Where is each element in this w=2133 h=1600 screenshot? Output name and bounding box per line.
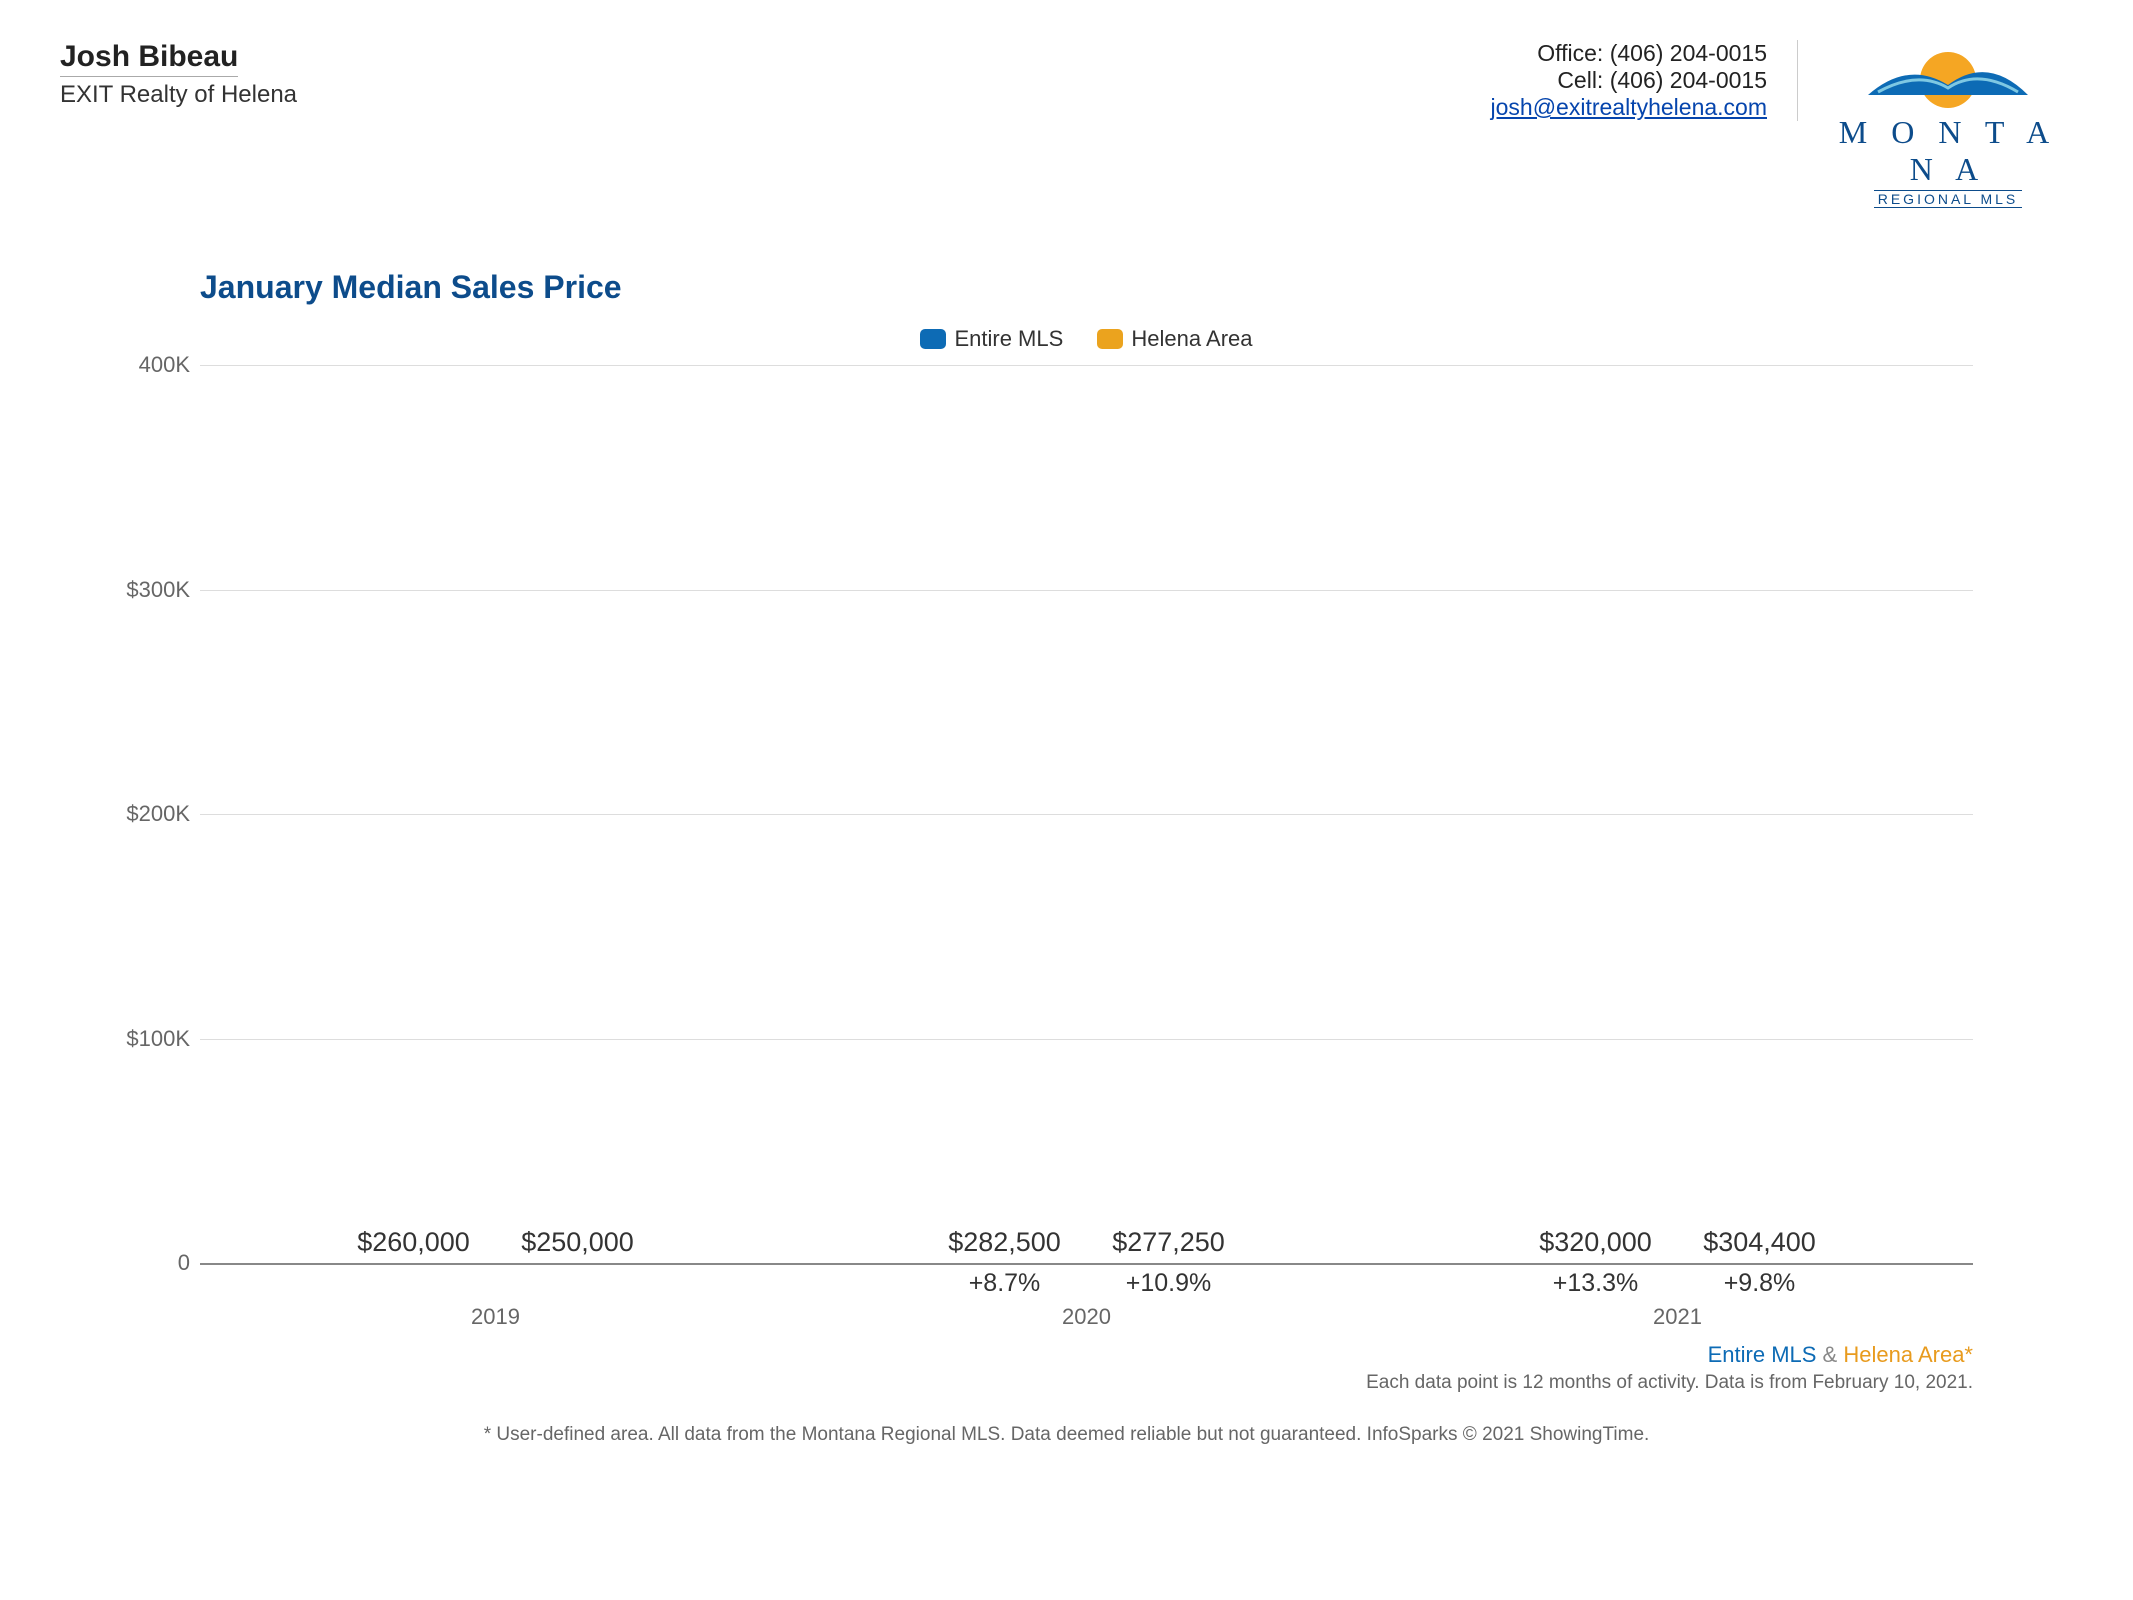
x-axis-labels: 201920202021 [200, 1304, 1973, 1330]
y-axis-label: $100K [110, 1026, 190, 1052]
x-axis-label: 2019 [200, 1304, 791, 1330]
legend-item: Helena Area [1097, 326, 1252, 352]
logo: M O N T A N A REGIONAL MLS [1823, 40, 2073, 209]
x-axis-label: 2020 [791, 1304, 1382, 1330]
pct-change-label: +9.8% [1685, 1269, 1835, 1298]
logo-text: M O N T A N A [1823, 114, 2073, 188]
gridline [200, 365, 1973, 366]
cell-phone: Cell: (406) 204-0015 [1491, 67, 1767, 94]
pct-group [200, 1269, 791, 1298]
bar-value-label: $277,250 [1112, 1227, 1225, 1258]
pct-group: +8.7% +10.9% [791, 1269, 1382, 1298]
agent-block: Josh Bibeau EXIT Realty of Helena [60, 40, 297, 109]
chart-title: January Median Sales Price [200, 269, 1973, 306]
gridline [200, 1039, 1973, 1040]
agent-name: Josh Bibeau [60, 40, 238, 77]
bar-value-label: $304,400 [1703, 1227, 1816, 1258]
pct-change-label: +8.7% [930, 1269, 1080, 1298]
bar-value-label: $282,500 [948, 1227, 1061, 1258]
contact-block: Office: (406) 204-0015 Cell: (406) 204-0… [1491, 40, 1798, 121]
pct-change-label [503, 1269, 653, 1298]
gridline [200, 814, 1973, 815]
legend-label: Entire MLS [954, 326, 1063, 352]
plot-area: $260,000 $250,000 $282,500 $277,250 $320,000… [200, 365, 1973, 1265]
pct-change-label: +13.3% [1521, 1269, 1671, 1298]
x-axis-label: 2021 [1382, 1304, 1973, 1330]
y-axis-label: $200K [110, 801, 190, 827]
y-axis-label: $300K [110, 577, 190, 603]
footnote: * User-defined area. All data from the M… [60, 1424, 2073, 1446]
y-axis-label: 400K [110, 352, 190, 378]
pct-change-label: +10.9% [1094, 1269, 1244, 1298]
legend-label: Helena Area [1131, 326, 1252, 352]
series-note-1: Entire MLS [1708, 1342, 1817, 1367]
logo-subtext: REGIONAL MLS [1874, 190, 2023, 208]
header-right: Office: (406) 204-0015 Cell: (406) 204-0… [1491, 40, 2073, 209]
pct-group: +13.3% +9.8% [1382, 1269, 1973, 1298]
chart-legend: Entire MLS Helena Area [200, 326, 1973, 355]
gridline [200, 590, 1973, 591]
y-axis-label: 0 [110, 1250, 190, 1276]
legend-swatch-icon [1097, 329, 1123, 349]
office-phone: Office: (406) 204-0015 [1491, 40, 1767, 67]
agent-company: EXIT Realty of Helena [60, 81, 297, 109]
legend-swatch-icon [920, 329, 946, 349]
bar-value-label: $320,000 [1539, 1227, 1652, 1258]
pct-change-label [339, 1269, 489, 1298]
data-note: Each data point is 12 months of activity… [200, 1372, 1973, 1394]
series-note-2: Helena Area* [1843, 1342, 1973, 1367]
legend-item: Entire MLS [920, 326, 1063, 352]
series-note-amp: & [1816, 1342, 1843, 1367]
pct-row: +8.7% +10.9% +13.3% +9.8% [200, 1269, 1973, 1298]
series-note: Entire MLS & Helena Area* [200, 1342, 1973, 1368]
bar-value-label: $250,000 [521, 1227, 634, 1258]
mountain-logo-icon [1848, 40, 2048, 110]
email-link[interactable]: josh@exitrealtyhelena.com [1491, 94, 1767, 120]
chart-container: January Median Sales Price Entire MLS He… [200, 269, 1973, 1394]
page-header: Josh Bibeau EXIT Realty of Helena Office… [60, 40, 2073, 209]
bar-value-label: $260,000 [357, 1227, 470, 1258]
